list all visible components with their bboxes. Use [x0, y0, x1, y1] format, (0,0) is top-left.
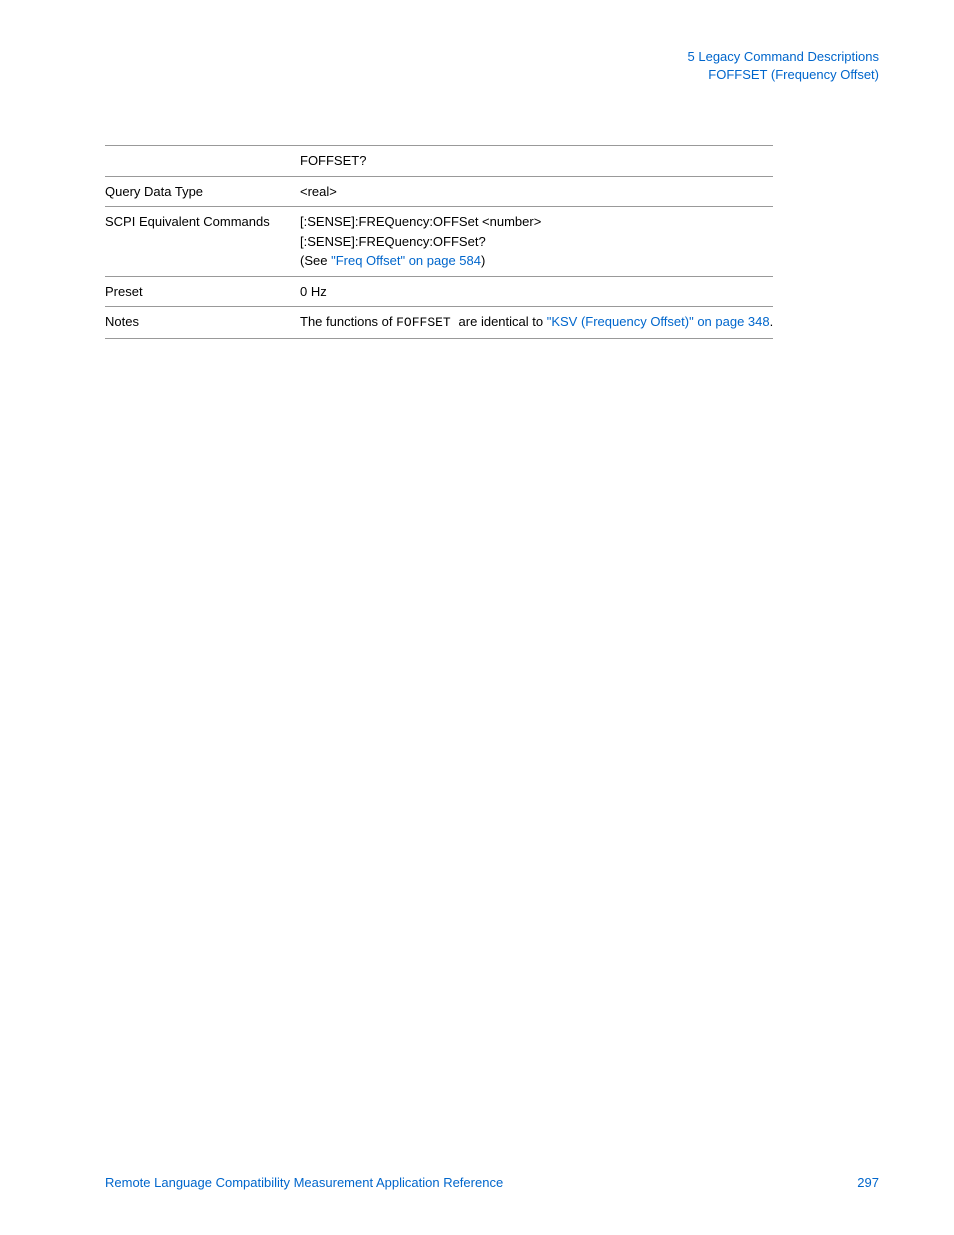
row-value: 0 Hz [300, 276, 773, 307]
notes-mono: FOFFSET [396, 315, 458, 330]
see-prefix: (See [300, 253, 331, 268]
see-suffix: ) [481, 253, 485, 268]
table-row: SCPI Equivalent Commands [:SENSE]:FREQue… [105, 207, 773, 277]
row-value-multi: [:SENSE]:FREQuency:OFFSet <number> [:SEN… [300, 207, 773, 277]
row-label [105, 146, 300, 177]
row-value: FOFFSET? [300, 146, 773, 177]
notes-prefix: The functions of [300, 314, 396, 329]
table-row: Query Data Type <real> [105, 176, 773, 207]
footer-doc-title: Remote Language Compatibility Measuremen… [105, 1175, 503, 1190]
scpi-command-line: [:SENSE]:FREQuency:OFFSet? [300, 232, 773, 252]
notes-suffix: . [770, 314, 774, 329]
notes-mid: are identical to [459, 314, 547, 329]
row-label: SCPI Equivalent Commands [105, 207, 300, 277]
table-row: Preset 0 Hz [105, 276, 773, 307]
row-label: Notes [105, 307, 300, 339]
table-row: FOFFSET? [105, 146, 773, 177]
row-label: Query Data Type [105, 176, 300, 207]
page-header: 5 Legacy Command Descriptions FOFFSET (F… [688, 48, 879, 84]
section-title: FOFFSET (Frequency Offset) [688, 66, 879, 84]
see-reference: (See "Freq Offset" on page 584) [300, 251, 773, 271]
page-footer: Remote Language Compatibility Measuremen… [105, 1175, 879, 1190]
row-value-notes: The functions of FOFFSET are identical t… [300, 307, 773, 339]
scpi-command-line: [:SENSE]:FREQuency:OFFSet <number> [300, 212, 773, 232]
row-label: Preset [105, 276, 300, 307]
cross-reference-link[interactable]: "KSV (Frequency Offset)" on page 348 [547, 314, 770, 329]
page-number: 297 [857, 1175, 879, 1190]
cross-reference-link[interactable]: "Freq Offset" on page 584 [331, 253, 481, 268]
chapter-title: 5 Legacy Command Descriptions [688, 48, 879, 66]
row-value: <real> [300, 176, 773, 207]
command-description-table: FOFFSET? Query Data Type <real> SCPI Equ… [105, 145, 773, 339]
table-row: Notes The functions of FOFFSET are ident… [105, 307, 773, 339]
